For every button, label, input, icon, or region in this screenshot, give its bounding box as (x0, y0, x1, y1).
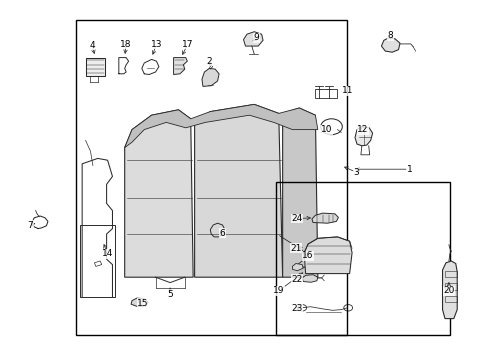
Text: 5: 5 (167, 289, 173, 299)
Bar (85, 58, 105, 76)
Text: 1: 1 (406, 165, 412, 174)
Text: 20: 20 (442, 287, 454, 295)
Bar (76, 20, 346, 335)
Polygon shape (442, 261, 456, 319)
Bar (444, 271, 456, 277)
Polygon shape (202, 68, 219, 86)
Polygon shape (381, 38, 399, 52)
Polygon shape (131, 298, 148, 307)
Text: 8: 8 (386, 31, 392, 40)
Text: 22: 22 (290, 274, 302, 284)
Bar (80, 225, 115, 297)
Text: 13: 13 (150, 40, 162, 49)
Text: 7: 7 (27, 220, 33, 230)
Polygon shape (282, 108, 317, 277)
Text: 21: 21 (289, 244, 301, 253)
Polygon shape (124, 104, 317, 148)
Text: 2: 2 (206, 57, 212, 66)
Text: 19: 19 (272, 287, 284, 295)
Bar (276, 182, 449, 335)
Text: 12: 12 (356, 125, 368, 134)
Text: 15: 15 (137, 299, 148, 307)
Text: 16: 16 (302, 251, 313, 260)
Text: 11: 11 (342, 86, 353, 95)
Bar (314, 89, 336, 98)
Text: 10: 10 (320, 125, 332, 134)
Polygon shape (243, 32, 263, 46)
Text: 23: 23 (290, 304, 302, 313)
Polygon shape (354, 127, 372, 146)
Text: 4: 4 (89, 40, 95, 49)
Text: 18: 18 (120, 40, 132, 49)
Text: 17: 17 (182, 40, 193, 49)
Polygon shape (304, 237, 351, 274)
Text: 24: 24 (290, 214, 302, 223)
Polygon shape (124, 110, 193, 277)
Polygon shape (292, 264, 303, 271)
Polygon shape (311, 213, 338, 223)
Polygon shape (302, 275, 317, 282)
Text: 6: 6 (219, 229, 225, 238)
Text: 3: 3 (352, 167, 358, 176)
Polygon shape (194, 104, 282, 277)
Text: 14: 14 (102, 249, 113, 258)
Text: 9: 9 (253, 33, 259, 42)
Polygon shape (173, 58, 187, 75)
Bar (444, 283, 456, 290)
Bar (444, 296, 456, 302)
